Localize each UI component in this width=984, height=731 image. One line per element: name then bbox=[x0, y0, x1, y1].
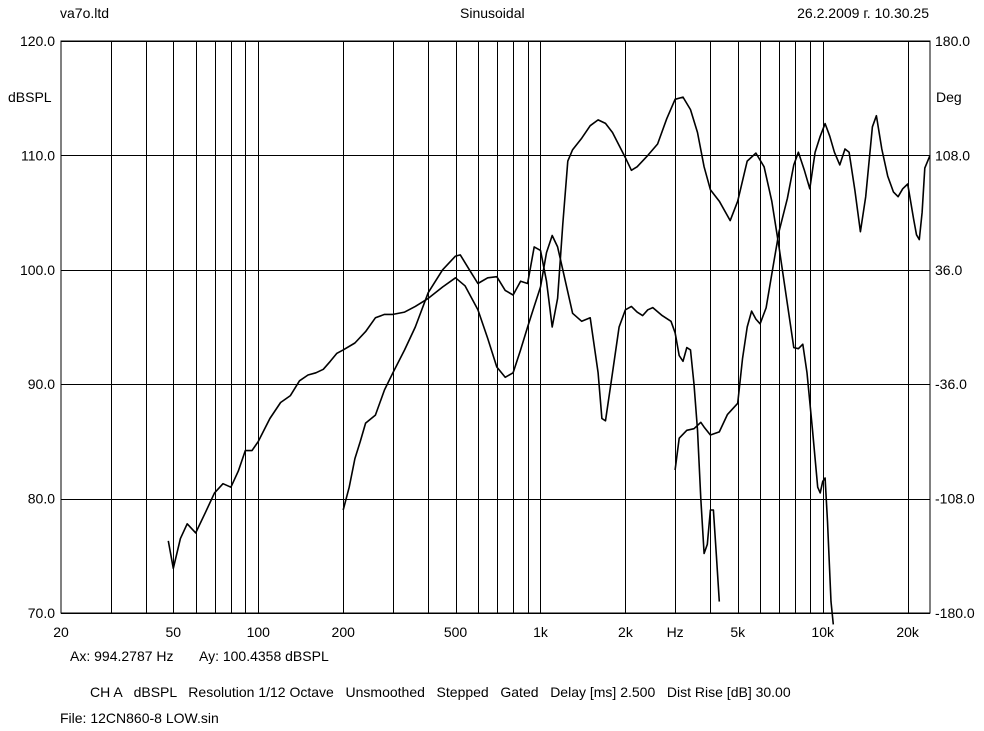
y2-tick-label: -180.0 bbox=[935, 605, 975, 621]
y-tick-label: 120.0 bbox=[20, 33, 55, 49]
file-name-label: File: 12CN860-8 LOW.sin bbox=[60, 710, 219, 726]
x-tick-label: 10k bbox=[811, 624, 835, 640]
timestamp-label: 26.2.2009 г. 10.30.25 bbox=[797, 5, 929, 21]
y-tick-label: 70.0 bbox=[28, 605, 55, 621]
x-tick-label: 200 bbox=[332, 624, 356, 640]
y2-tick-label: 108.0 bbox=[935, 147, 970, 163]
x-tick-label: 20k bbox=[896, 624, 920, 640]
y2-tick-label: -36.0 bbox=[935, 376, 967, 392]
series-layer bbox=[167, 96, 931, 625]
cursor-x-readout: Ax: 994.2787 Hz bbox=[70, 648, 174, 664]
phase-curve bbox=[674, 114, 931, 471]
y-tick-label: 80.0 bbox=[28, 491, 55, 507]
y2-tick-label: 36.0 bbox=[935, 262, 962, 278]
y-tick-label: 90.0 bbox=[28, 376, 55, 392]
spl-curve bbox=[342, 96, 835, 625]
measurement-settings-line: CH A dBSPL Resolution 1/12 Octave Unsmoo… bbox=[90, 684, 791, 700]
x-tick-label: 500 bbox=[444, 624, 468, 640]
y-tick-label: 110.0 bbox=[21, 147, 55, 163]
tick-label-layer: 20 50 100 200 500 1k 2k 5k 10k 20k Hz 70.0 80.0 90.0 1… bbox=[20, 33, 975, 640]
x-axis-unit-label: Hz bbox=[667, 624, 684, 640]
spl-curve bbox=[167, 234, 721, 602]
y-tick-label: 100.0 bbox=[20, 262, 55, 278]
measurement-mode-label: Sinusoidal bbox=[460, 5, 525, 21]
x-tick-label: 1k bbox=[533, 624, 549, 640]
grid-layer bbox=[61, 41, 930, 614]
y2-tick-label: -108.0 bbox=[935, 491, 975, 507]
company-label: va7o.ltd bbox=[60, 5, 110, 21]
x-tick-label: 2k bbox=[618, 624, 634, 640]
cursor-y-readout: Ay: 100.4358 dBSPL bbox=[199, 648, 329, 664]
x-tick-label: 5k bbox=[730, 624, 746, 640]
x-tick-label: 20 bbox=[53, 624, 69, 640]
right-axis-unit: Deg bbox=[936, 89, 962, 105]
x-tick-label: 100 bbox=[247, 624, 271, 640]
x-tick-label: 50 bbox=[166, 624, 182, 640]
left-axis-unit: dBSPL bbox=[8, 89, 52, 105]
y2-tick-label: 180.0 bbox=[935, 33, 970, 49]
